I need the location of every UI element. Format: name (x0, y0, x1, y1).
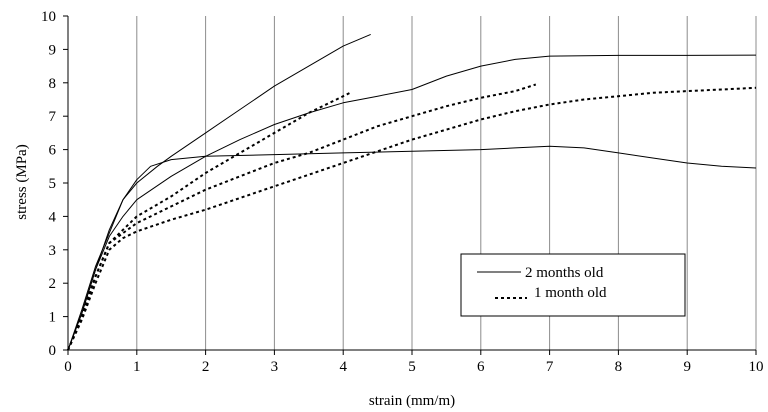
legend: 2 months old 1 month old (460, 253, 686, 317)
x-tick-label: 1 (133, 359, 141, 375)
y-tick-label: 0 (49, 343, 57, 359)
series-lines (67, 33, 757, 351)
y-tick-labels: 0 1 2 3 4 5 6 7 8 9 10 (41, 9, 57, 359)
x-tick-label: 2 (202, 359, 210, 375)
y-tick-label: 8 (49, 76, 57, 92)
y-tick-label: 3 (49, 243, 57, 259)
x-tick-label: 0 (64, 359, 72, 375)
x-tick-label: 5 (408, 359, 416, 375)
legend-label-1-month: 1 month old (534, 285, 607, 301)
series-1-month-4 (67, 91, 351, 351)
series-1-month-5 (67, 83, 537, 351)
series-1-month-6 (67, 86, 757, 351)
y-tick-label: 9 (49, 42, 57, 58)
y-tick-label: 6 (49, 143, 57, 159)
x-tick-label: 4 (339, 359, 347, 375)
y-tick-label: 4 (49, 209, 57, 225)
x-tick-label: 6 (477, 359, 485, 375)
x-tick-label: 9 (683, 359, 691, 375)
x-tick-label: 3 (271, 359, 279, 375)
y-tick-label: 10 (41, 9, 56, 25)
x-tick-label: 8 (615, 359, 623, 375)
series-2-months-1 (67, 145, 757, 351)
x-tick-labels: 0 1 2 3 4 5 6 7 8 9 10 (64, 359, 763, 375)
series-2-months-2 (67, 54, 757, 351)
x-tick-label: 7 (546, 359, 554, 375)
legend-label-2-months: 2 months old (525, 265, 604, 281)
series-2-months-3 (67, 33, 371, 351)
x-axis-label: strain (mm/m) (369, 393, 455, 409)
legend-box (460, 253, 686, 317)
y-tick-label: 2 (49, 276, 57, 292)
grid-lines (136, 16, 757, 350)
y-tick-label: 5 (49, 176, 57, 192)
y-tick-label: 1 (49, 310, 57, 326)
axes (63, 15, 757, 355)
y-tick-label: 7 (49, 109, 57, 125)
x-tick-label: 10 (749, 359, 764, 375)
y-axis-label: stress (MPa) (14, 144, 30, 219)
